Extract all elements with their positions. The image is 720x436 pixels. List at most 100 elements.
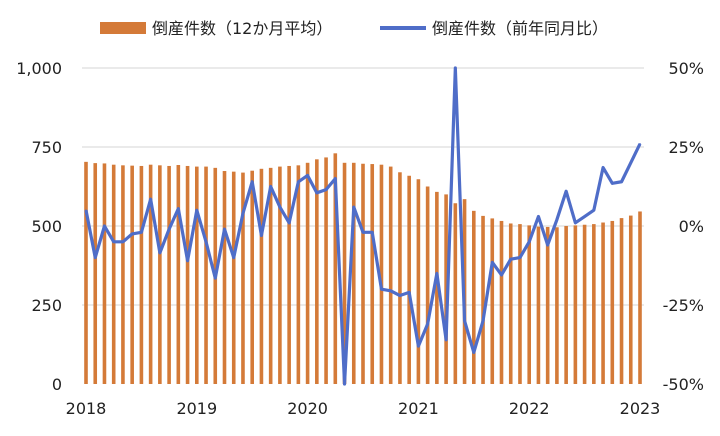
bar-2020-10 — [388, 166, 393, 384]
bar-2018-01 — [84, 161, 88, 384]
line-series — [84, 66, 642, 386]
line-point-2019-07 — [251, 180, 253, 183]
line-point-2020-01 — [306, 174, 309, 177]
bar-2021-12 — [518, 224, 522, 384]
bar-2021-09 — [490, 218, 495, 384]
bar-2019-04 — [222, 171, 227, 384]
bar-2022-01 — [527, 225, 531, 384]
line-point-2022-05 — [565, 190, 567, 193]
bar-2018-10 — [167, 165, 171, 384]
bar-2021-03 — [435, 191, 439, 384]
bar-2019-01 — [195, 166, 199, 384]
line-point-2018-01 — [85, 209, 87, 211]
line-point-2021-08 — [482, 320, 484, 322]
bar-2018-11 — [176, 165, 181, 384]
line-point-2020-06 — [352, 206, 355, 208]
line-point-2018-06 — [131, 233, 133, 235]
line-point-2018-03 — [103, 225, 106, 227]
line-point-2019-11 — [288, 222, 290, 224]
bar-2023-01 — [638, 211, 642, 384]
bar-2021-08 — [481, 215, 485, 384]
bar-2020-07 — [361, 163, 365, 384]
y-left-tick-label: 0 — [52, 375, 62, 394]
line-point-2019-10 — [279, 206, 281, 208]
bar-2018-04 — [111, 164, 116, 384]
bar-2020-04 — [333, 153, 338, 384]
line-point-2021-12 — [519, 256, 521, 259]
y-right-tick-label: 0% — [679, 217, 704, 236]
line-point-2021-11 — [509, 258, 512, 260]
y-left-tick-label: 500 — [31, 217, 62, 236]
bar-series — [84, 153, 642, 384]
line-point-2022-12 — [629, 162, 632, 164]
bar-2018-12 — [185, 165, 190, 384]
line-point-2022-07 — [583, 215, 586, 218]
bar-2020-08 — [370, 164, 375, 384]
bar-2018-08 — [148, 164, 153, 384]
bar-2019-12 — [296, 165, 301, 384]
line-point-2019-05 — [232, 256, 235, 259]
x-tick-label: 2020 — [287, 399, 328, 418]
bar-2019-05 — [231, 171, 236, 384]
bar-2020-09 — [379, 164, 384, 384]
bar-2021-11 — [508, 223, 513, 384]
bar-2022-10 — [610, 220, 615, 384]
bar-2020-06 — [351, 162, 356, 384]
line-point-2018-07 — [140, 231, 143, 234]
line-point-2021-02 — [426, 323, 429, 325]
bar-2021-02 — [425, 186, 430, 384]
bar-2022-03 — [545, 226, 550, 384]
y-right-tick-label: 25% — [668, 138, 704, 157]
bar-2018-03 — [102, 163, 107, 384]
bar-2022-05 — [564, 226, 568, 384]
line-point-2022-02 — [537, 215, 540, 218]
line-point-2018-10 — [168, 228, 170, 230]
bar-2018-07 — [139, 165, 144, 384]
bar-2022-07 — [582, 224, 587, 384]
bar-2020-03 — [324, 157, 328, 384]
bar-2021-04 — [444, 194, 448, 384]
x-tick-label: 2018 — [66, 399, 107, 418]
line-point-2021-03 — [436, 272, 438, 275]
line-point-2022-03 — [546, 244, 549, 246]
bar-2018-02 — [93, 163, 98, 384]
line-point-2022-09 — [602, 166, 604, 169]
bar-2020-02 — [315, 159, 319, 384]
y-right-tick-label: -50% — [663, 375, 704, 394]
line-point-2018-12 — [186, 259, 189, 262]
line-point-2018-11 — [177, 207, 180, 210]
line-point-2018-02 — [94, 256, 97, 259]
bar-2022-12 — [628, 215, 633, 384]
bar-2019-06 — [241, 172, 245, 384]
line-point-2021-01 — [417, 345, 420, 347]
bar-2019-08 — [259, 168, 264, 384]
line-point-2020-09 — [380, 288, 383, 291]
bar-2020-11 — [398, 172, 402, 384]
x-tick-label: 2022 — [509, 399, 550, 418]
line-point-2022-01 — [528, 241, 530, 243]
line-point-2020-05 — [343, 383, 346, 385]
line-point-2020-12 — [408, 291, 410, 294]
y-left-tick-label: 1,000 — [16, 59, 62, 78]
y-left-tick-label: 750 — [31, 138, 62, 157]
line-point-2020-04 — [334, 177, 337, 180]
y-axis-right: -50% -25% 0% 25% 50% — [663, 59, 704, 394]
bar-2018-06 — [130, 165, 134, 384]
line-point-2019-09 — [269, 185, 272, 188]
bar-2018-05 — [121, 165, 125, 384]
line-point-2019-03 — [214, 277, 217, 279]
line-point-2019-12 — [297, 180, 300, 183]
bar-2019-02 — [204, 166, 208, 384]
legend-bar-swatch — [100, 22, 146, 34]
bar-2018-09 — [158, 165, 162, 384]
bar-2022-02 — [536, 226, 541, 384]
line-point-2021-06 — [463, 320, 466, 322]
bar-2020-01 — [305, 162, 310, 384]
bar-2022-04 — [555, 227, 559, 384]
line-point-2019-06 — [242, 212, 244, 215]
bar-2022-09 — [601, 222, 605, 384]
x-axis: 2018 2019 2020 2021 2022 2023 — [66, 399, 661, 418]
line-point-2021-09 — [491, 261, 494, 264]
bar-2021-05 — [453, 203, 458, 384]
